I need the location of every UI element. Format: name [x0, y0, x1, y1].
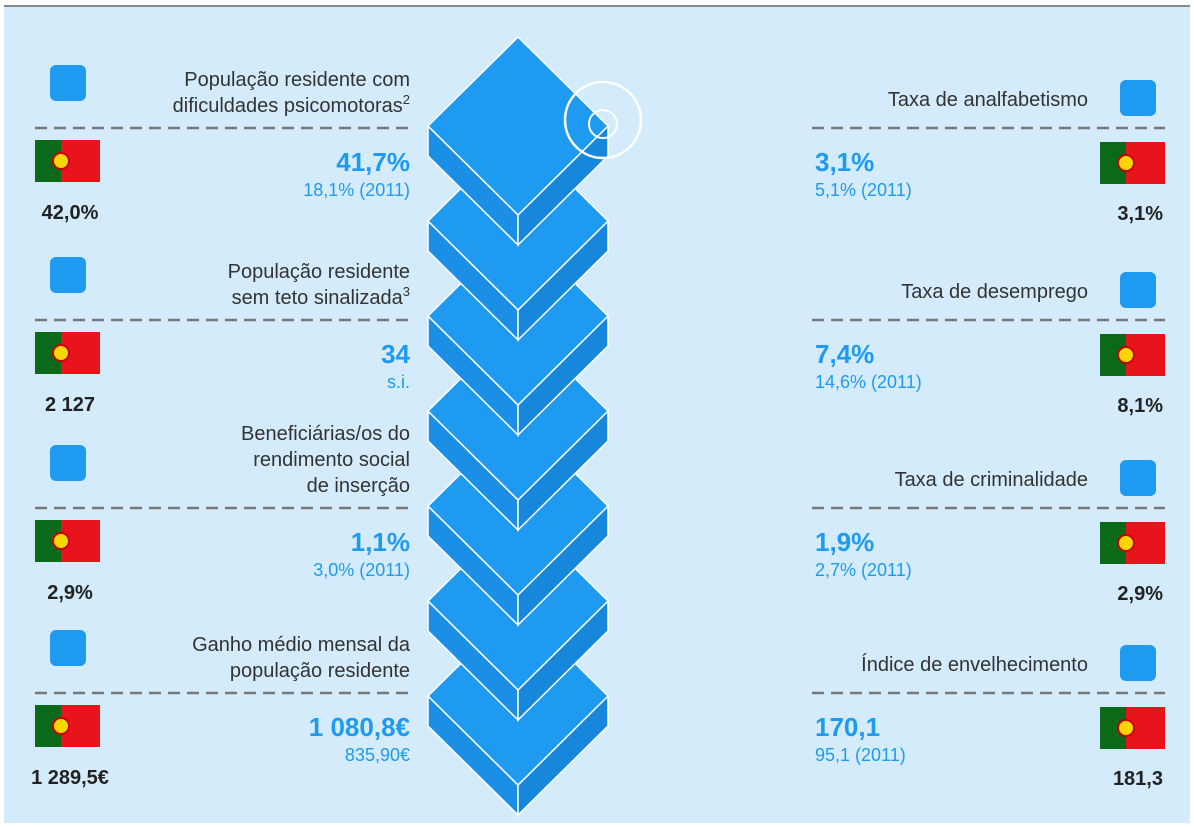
icon [50, 257, 86, 293]
previous-value: 835,90€ [345, 745, 410, 765]
icon [50, 630, 86, 666]
flag [1100, 707, 1165, 749]
icon [50, 65, 86, 101]
local-value: 41,7% [336, 147, 410, 177]
emblem-inner [588, 109, 618, 139]
indicator-label: População residente [228, 261, 410, 283]
local-value: 34 [381, 339, 410, 369]
flag-emblem [52, 532, 70, 550]
flag [1100, 334, 1165, 376]
previous-value: 3,0% (2011) [313, 560, 410, 580]
national-value: 2,9% [1117, 583, 1163, 605]
indicator-label: de inserção [307, 475, 410, 497]
icon [1120, 645, 1156, 681]
flag [35, 140, 100, 182]
icon [1120, 460, 1156, 496]
icon [50, 445, 86, 481]
footnote: 3 [403, 284, 410, 299]
label-line: dificuldades psicomotoras [173, 95, 403, 117]
local-value: 170,1 [815, 712, 880, 742]
label-line: População residente [228, 261, 410, 283]
label-line: rendimento social [253, 449, 410, 471]
national-value: 2 127 [45, 394, 95, 416]
icon [1120, 80, 1156, 116]
flag [35, 332, 100, 374]
local-value: 1,9% [815, 527, 874, 557]
indicator-label: Ganho médio mensal da [192, 634, 411, 656]
previous-value: 95,1 (2011) [815, 745, 906, 765]
flag-emblem [52, 152, 70, 170]
slab-top [426, 35, 610, 217]
previous-value: s.i. [387, 372, 410, 392]
flag-emblem [1117, 534, 1135, 552]
footnote: 2 [403, 92, 410, 107]
stack [426, 35, 643, 817]
label-line: Beneficiárias/os do [241, 423, 410, 445]
national-value: 2,9% [47, 582, 93, 604]
indicator-label: Taxa de analfabetismo [888, 89, 1088, 111]
local-value: 7,4% [815, 339, 874, 369]
indicator-label: Índice de envelhecimento [861, 653, 1088, 676]
label-line: População residente com [184, 69, 410, 91]
previous-value: 14,6% (2011) [815, 372, 922, 392]
flag [35, 705, 100, 747]
national-value: 3,1% [1117, 203, 1163, 225]
previous-value: 5,1% (2011) [815, 180, 912, 200]
national-value: 42,0% [42, 202, 99, 224]
label-line: população residente [230, 660, 410, 682]
flag [1100, 522, 1165, 564]
flag [1100, 142, 1165, 184]
indicator-label: dificuldades psicomotoras2 [173, 92, 410, 117]
local-value: 1 080,8€ [309, 712, 410, 742]
indicator-label: População residente com [184, 69, 410, 91]
flag-emblem [1117, 719, 1135, 737]
previous-value: 2,7% (2011) [815, 560, 912, 580]
flag-emblem [52, 344, 70, 362]
flag-emblem [1117, 154, 1135, 172]
label-line: de inserção [307, 475, 410, 497]
previous-value: 18,1% (2011) [303, 180, 410, 200]
indicator-label: sem teto sinalizada3 [232, 284, 410, 309]
label-line: Ganho médio mensal da [192, 634, 411, 656]
slab [426, 35, 610, 247]
label-line: sem teto sinalizada [232, 287, 404, 309]
local-value: 3,1% [815, 147, 874, 177]
icon [1120, 272, 1156, 308]
indicator-label: rendimento social [253, 449, 410, 471]
indicator-label: Taxa de desemprego [901, 281, 1088, 303]
flag [35, 520, 100, 562]
national-value: 8,1% [1117, 395, 1163, 417]
indicator-label: população residente [230, 660, 410, 682]
flag-emblem [52, 717, 70, 735]
flag-emblem [1117, 346, 1135, 364]
indicator-label: Taxa de criminalidade [895, 469, 1088, 491]
local-value: 1,1% [351, 527, 410, 557]
indicator-label: Beneficiárias/os do [241, 423, 410, 445]
emblem [563, 80, 643, 160]
national-value: 181,3 [1113, 768, 1163, 790]
national-value: 1 289,5€ [31, 767, 109, 789]
